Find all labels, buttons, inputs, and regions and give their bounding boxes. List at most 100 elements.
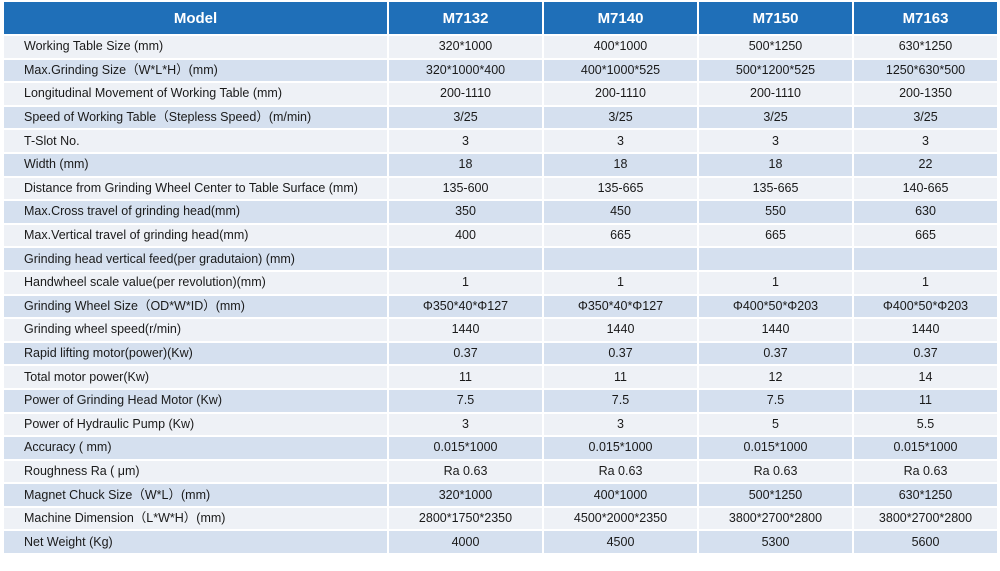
cell-value: 4500 <box>544 531 697 554</box>
cell-value: 4000 <box>389 531 542 554</box>
cell-value <box>854 248 997 270</box>
cell-value: 135-665 <box>699 177 852 200</box>
cell-value: 0.015*1000 <box>854 437 997 459</box>
table-row: Distance from Grinding Wheel Center to T… <box>4 177 997 200</box>
cell-value: 4500*2000*2350 <box>544 507 697 530</box>
cell-value: 135-600 <box>389 177 542 200</box>
table-row: Machine Dimension（L*W*H）(mm) 2800*1750*23… <box>4 507 997 530</box>
table-row: Magnet Chuck Size（W*L）(mm) 320*1000 400*10… <box>4 484 997 506</box>
header-model: Model <box>4 2 387 34</box>
cell-value: 11 <box>854 389 997 412</box>
row-label: Max.Cross travel of grinding head(mm) <box>4 201 387 223</box>
cell-value: 12 <box>699 366 852 388</box>
cell-value: Ra 0.63 <box>389 460 542 483</box>
cell-value: Φ350*40*Φ127 <box>544 295 697 318</box>
table-row: Power of Grinding Head Motor (Kw) 7.5 7.5 7… <box>4 389 997 412</box>
row-label: Power of Grinding Head Motor (Kw) <box>4 389 387 412</box>
table-row: Max.Cross travel of grinding head(mm) 350… <box>4 201 997 223</box>
row-label: Accuracy ( mm) <box>4 437 387 459</box>
table-body: Working Table Size (mm) 320*1000 400*1000 5… <box>4 36 997 554</box>
header-col-m7163: M7163 <box>854 2 997 34</box>
table-row: Width (mm) 18 18 18 22 <box>4 153 997 176</box>
table-row: Power of Hydraulic Pump (Kw) 3 3 5 5.5 <box>4 413 997 436</box>
cell-value: 3 <box>699 130 852 152</box>
cell-value: 500*1250 <box>699 484 852 506</box>
cell-value: 18 <box>544 153 697 176</box>
cell-value: 450 <box>544 201 697 223</box>
cell-value: 1440 <box>389 319 542 341</box>
cell-value: 1440 <box>699 319 852 341</box>
row-label: Net Weight (Kg) <box>4 531 387 554</box>
row-label: Magnet Chuck Size（W*L）(mm) <box>4 484 387 506</box>
cell-value: 11 <box>544 366 697 388</box>
row-label: Max.Grinding Size（W*L*H）(mm) <box>4 59 387 82</box>
cell-value: 200-1350 <box>854 83 997 105</box>
cell-value: 320*1000*400 <box>389 59 542 82</box>
table-row: Roughness Ra ( μm) Ra 0.63 Ra 0.63 Ra 0.63 R… <box>4 460 997 483</box>
table-row: Working Table Size (mm) 320*1000 400*1000 5… <box>4 36 997 58</box>
row-label: Total motor power(Kw) <box>4 366 387 388</box>
header-col-m7150: M7150 <box>699 2 852 34</box>
cell-value: 7.5 <box>544 389 697 412</box>
table-row: Max.Grinding Size（W*L*H）(mm) 320*1000*400… <box>4 59 997 82</box>
cell-value: 320*1000 <box>389 36 542 58</box>
cell-value: 1 <box>389 271 542 294</box>
cell-value: 0.37 <box>544 342 697 365</box>
row-label: Working Table Size (mm) <box>4 36 387 58</box>
cell-value: 400 <box>389 224 542 247</box>
row-label: Grinding wheel speed(r/min) <box>4 319 387 341</box>
cell-value: 1440 <box>544 319 697 341</box>
cell-value: 1 <box>854 271 997 294</box>
table-row: Net Weight (Kg) 4000 4500 5300 5600 <box>4 531 997 554</box>
table-row: Handwheel scale value(per revolution)(mm… <box>4 271 997 294</box>
table-row: Grinding head vertical feed(per gradutai… <box>4 248 997 270</box>
cell-value: 0.015*1000 <box>389 437 542 459</box>
specification-table: Model M7132 M7140 M7150 M7163 Working Ta… <box>2 0 999 555</box>
row-label: Roughness Ra ( μm) <box>4 460 387 483</box>
row-label: Grinding head vertical feed(per gradutai… <box>4 248 387 270</box>
cell-value: Φ350*40*Φ127 <box>389 295 542 318</box>
table-row: Longitudinal Movement of Working Table (… <box>4 83 997 105</box>
cell-value: 0.015*1000 <box>699 437 852 459</box>
cell-value: Φ400*50*Φ203 <box>854 295 997 318</box>
cell-value: 630 <box>854 201 997 223</box>
cell-value: Ra 0.63 <box>699 460 852 483</box>
cell-value: 630*1250 <box>854 484 997 506</box>
header-row: Model M7132 M7140 M7150 M7163 <box>4 2 997 34</box>
cell-value: 1440 <box>854 319 997 341</box>
row-label: Speed of Working Table（Stepless Speed）(m… <box>4 106 387 129</box>
cell-value: 0.015*1000 <box>544 437 697 459</box>
cell-value: 5.5 <box>854 413 997 436</box>
cell-value: 500*1200*525 <box>699 59 852 82</box>
row-label: Distance from Grinding Wheel Center to T… <box>4 177 387 200</box>
row-label: Width (mm) <box>4 153 387 176</box>
cell-value: 3 <box>389 130 542 152</box>
header-col-m7140: M7140 <box>544 2 697 34</box>
cell-value: 3 <box>544 413 697 436</box>
cell-value: 630*1250 <box>854 36 997 58</box>
cell-value: 3 <box>389 413 542 436</box>
cell-value: Φ400*50*Φ203 <box>699 295 852 318</box>
cell-value: 18 <box>699 153 852 176</box>
cell-value <box>389 248 542 270</box>
cell-value: 3800*2700*2800 <box>854 507 997 530</box>
cell-value: 5 <box>699 413 852 436</box>
cell-value <box>544 248 697 270</box>
row-label: Machine Dimension（L*W*H）(mm) <box>4 507 387 530</box>
cell-value: 14 <box>854 366 997 388</box>
cell-value: 200-1110 <box>389 83 542 105</box>
cell-value: 1250*630*500 <box>854 59 997 82</box>
table-row: T-Slot No. 3 3 3 3 <box>4 130 997 152</box>
table-row: Accuracy ( mm) 0.015*1000 0.015*1000 0.015*… <box>4 437 997 459</box>
cell-value: 22 <box>854 153 997 176</box>
cell-value: 665 <box>854 224 997 247</box>
table-row: Speed of Working Table（Stepless Speed）(m… <box>4 106 997 129</box>
cell-value: 550 <box>699 201 852 223</box>
row-label: Longitudinal Movement of Working Table (… <box>4 83 387 105</box>
cell-value: 0.37 <box>854 342 997 365</box>
cell-value: 1 <box>699 271 852 294</box>
cell-value: 3/25 <box>854 106 997 129</box>
cell-value: 135-665 <box>544 177 697 200</box>
cell-value: 7.5 <box>389 389 542 412</box>
cell-value: 3 <box>544 130 697 152</box>
